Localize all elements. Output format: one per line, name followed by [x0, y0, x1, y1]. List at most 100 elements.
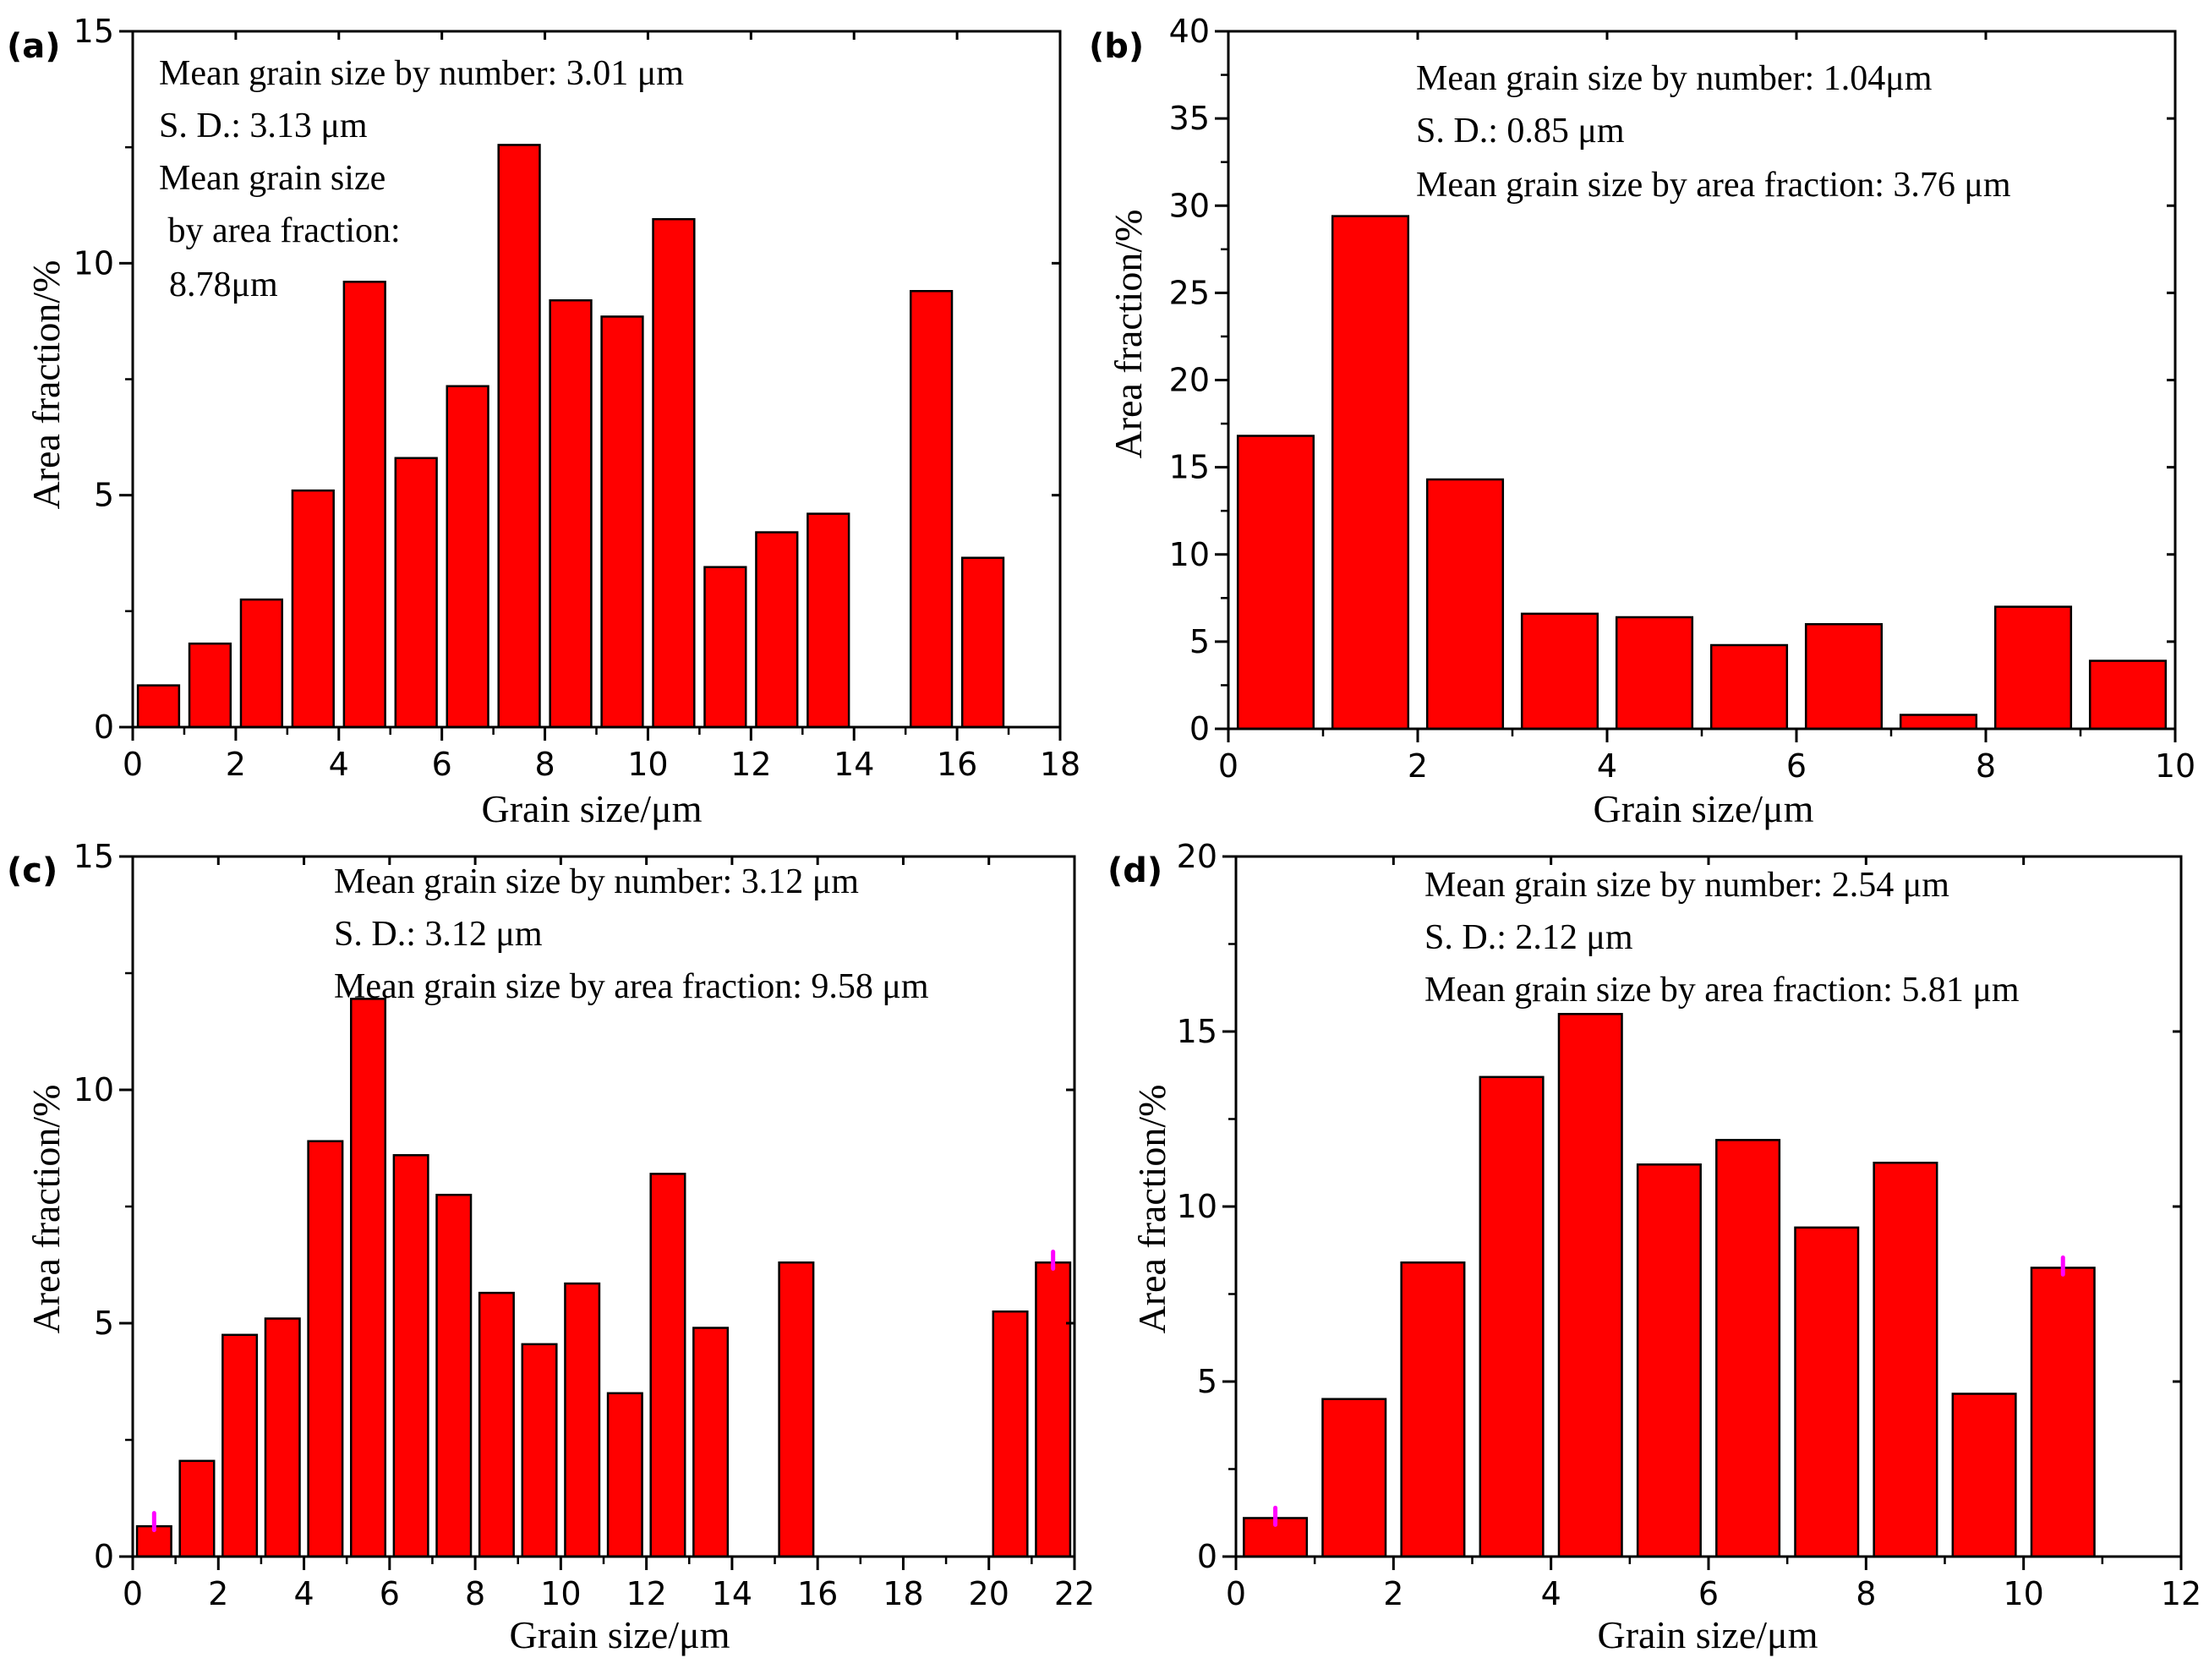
bar-c-13.5	[692, 1327, 730, 1558]
y-axis-c: 0 5 10 15	[74, 838, 1074, 1575]
x-tick-label-b-10: 10	[2155, 747, 2195, 785]
bar-a-5.5	[394, 457, 438, 729]
y-axis-a: 0 5 10 15	[74, 13, 1060, 746]
x-tick-label-d-6: 6	[1698, 1575, 1719, 1612]
y-tick-label-b-40: 40	[1169, 13, 1210, 50]
bar-b-4.5	[1615, 616, 1694, 731]
x-tick-label-a-2: 2	[226, 746, 246, 783]
y-tick-label-b-25: 25	[1169, 274, 1210, 311]
bar-b-1.5	[1331, 215, 1410, 731]
bar-b-7.5	[1899, 714, 1978, 731]
bar-c-3.5	[264, 1317, 301, 1558]
y-tick-label-d-15: 15	[1177, 1013, 1217, 1050]
annotation-a-mean-area-2: by area fraction:	[159, 211, 401, 250]
x-tick-label-b-8: 8	[1976, 747, 1996, 785]
y-tick-label-a-10: 10	[74, 244, 114, 282]
y-tick-label-d-0: 0	[1197, 1538, 1217, 1575]
bar-d-6.5	[1715, 1139, 1781, 1558]
y-tick-label-b-35: 35	[1169, 100, 1210, 137]
bars-a	[136, 144, 1005, 729]
bar-c-6.5	[392, 1154, 429, 1558]
y-tick-label-d-10: 10	[1177, 1188, 1217, 1225]
x-tick-label-c-6: 6	[380, 1575, 400, 1612]
panel-c: (c) 0 5 10 15 0 2 4 6 8 10 12 14 16 18 20 22 Grain siz…	[7, 838, 1095, 1656]
x-axis-a: 0 2 4 6 8 10 12 14 16 18	[123, 31, 1080, 783]
y-tick-label-d-20: 20	[1177, 838, 1217, 875]
annotation-a-mean-area-1: Mean grain size	[159, 159, 385, 198]
y-tick-label-a-15: 15	[74, 13, 114, 50]
bar-b-8.5	[1993, 605, 2073, 731]
panel-a: (a) 0 5 10 15 0 2 4 6 8 10 12 14 16 18 Grain size/μm…	[7, 13, 1080, 830]
y-tick-label-a-5: 5	[94, 477, 114, 514]
y-tick-label-c-0: 0	[94, 1538, 114, 1575]
panel-label-a: (a)	[7, 27, 61, 66]
bar-c-21.5	[1035, 1261, 1072, 1558]
bar-a-1.5	[188, 642, 232, 729]
x-tick-label-d-0: 0	[1226, 1575, 1246, 1612]
bar-c-11.5	[606, 1392, 643, 1558]
bar-d-4.5	[1557, 1013, 1623, 1558]
bar-a-3.5	[291, 489, 335, 729]
y-axis-title-b: Area fraction/%	[1107, 209, 1150, 458]
y-tick-label-b-5: 5	[1189, 623, 1210, 660]
bar-b-5.5	[1709, 643, 1789, 731]
x-tick-label-c-12: 12	[626, 1575, 666, 1612]
x-tick-label-d-4: 4	[1541, 1575, 1561, 1612]
x-tick-label-c-2: 2	[208, 1575, 228, 1612]
bar-c-1.5	[178, 1459, 216, 1558]
bar-b-2.5	[1425, 478, 1505, 731]
x-tick-label-b-6: 6	[1786, 747, 1807, 785]
bar-c-2.5	[221, 1333, 259, 1558]
x-tick-label-c-0: 0	[123, 1575, 143, 1612]
panel-label-b: (b)	[1089, 27, 1144, 66]
bar-a-11.5	[703, 566, 747, 729]
y-tick-label-b-0: 0	[1189, 710, 1210, 747]
bar-d-5.5	[1636, 1163, 1702, 1558]
y-tick-label-c-10: 10	[74, 1071, 114, 1108]
bar-b-3.5	[1520, 612, 1599, 731]
x-tick-label-a-6: 6	[432, 746, 452, 783]
x-axis-b: 0 2 4 6 8 10	[1218, 31, 2195, 785]
bar-d-2.5	[1400, 1261, 1466, 1558]
panel-b: (b) 0 5 10 15 20 25 30 35 40 0 2 4 6 8 10 Grain size/…	[1089, 13, 2195, 830]
x-tick-label-a-16: 16	[937, 746, 977, 783]
y-tick-label-b-30: 30	[1169, 187, 1210, 224]
annotation-d-mean-number: Mean grain size by number: 2.54 μm	[1424, 866, 1949, 905]
y-tick-label-b-10: 10	[1169, 536, 1210, 573]
bar-c-5.5	[349, 998, 387, 1558]
x-tick-label-d-2: 2	[1383, 1575, 1403, 1612]
annotation-a-mean-number: Mean grain size by number: 3.01 μm	[159, 54, 684, 93]
annotation-c-mean-number: Mean grain size by number: 3.12 μm	[334, 862, 859, 901]
bar-c-9.5	[521, 1343, 558, 1558]
annotation-b-mean-area: Mean grain size by area fraction: 3.76 μ…	[1416, 166, 2011, 205]
bar-a-6.5	[446, 385, 489, 729]
bar-d-7.5	[1794, 1226, 1860, 1558]
bar-b-0.5	[1236, 435, 1315, 731]
bar-c-8.5	[478, 1291, 515, 1558]
annotation-d-sd: S. D.: 2.12 μm	[1424, 918, 1633, 957]
x-tick-label-a-0: 0	[123, 746, 143, 783]
panel-d: (d) 0 5 10 15 20 0 2 4 6 8 10 12 Grain size/μm Are…	[1107, 838, 2201, 1656]
markers-d	[1273, 1255, 2065, 1527]
x-tick-label-c-4: 4	[293, 1575, 314, 1612]
x-tick-label-c-22: 22	[1054, 1575, 1095, 1612]
annotation-b-mean-number: Mean grain size by number: 1.04μm	[1416, 59, 1933, 98]
x-tick-label-d-8: 8	[1856, 1575, 1876, 1612]
panel-label-d: (d)	[1107, 851, 1162, 890]
x-tick-label-d-10: 10	[2003, 1575, 2043, 1612]
x-axis-title-b: Grain size/μm	[1594, 787, 1814, 830]
x-tick-label-d-12: 12	[2161, 1575, 2201, 1612]
x-axis-title-a: Grain size/μm	[482, 787, 703, 830]
x-tick-label-a-10: 10	[627, 746, 668, 783]
bar-a-12.5	[755, 531, 799, 729]
bar-a-13.5	[807, 512, 850, 729]
bars-d	[1243, 1013, 2096, 1558]
x-tick-label-b-0: 0	[1218, 747, 1238, 785]
x-tick-label-a-4: 4	[329, 746, 349, 783]
x-tick-label-c-16: 16	[797, 1575, 838, 1612]
y-axis-title-d: Area fraction/%	[1130, 1084, 1173, 1333]
bars-b	[1236, 215, 2168, 731]
bar-a-8.5	[549, 298, 593, 729]
x-tick-label-a-8: 8	[534, 746, 555, 783]
annotation-a-mean-area-3: 8.78μm	[169, 265, 278, 304]
